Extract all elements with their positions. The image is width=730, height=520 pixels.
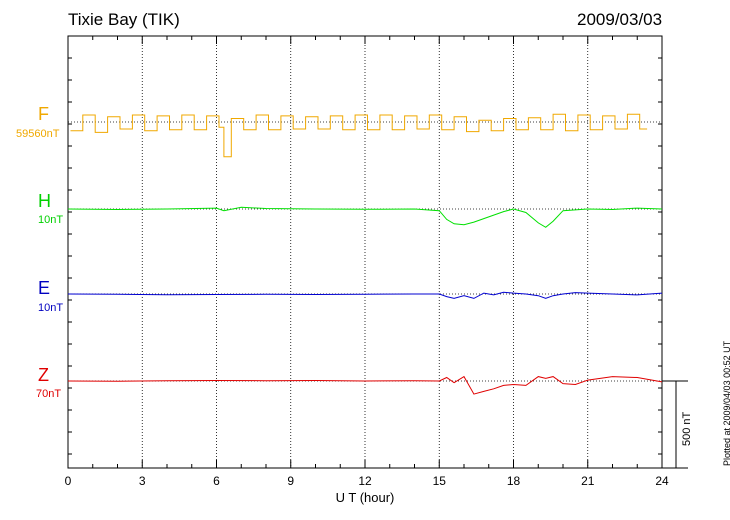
baseline-label-Z: 70nT bbox=[36, 388, 62, 400]
scale-bar-label: 500 nT bbox=[681, 411, 693, 446]
series-line-F bbox=[70, 113, 648, 158]
component-label-Z: Z bbox=[38, 365, 49, 385]
component-label-E: E bbox=[38, 278, 51, 298]
x-tick-label: 21 bbox=[581, 474, 595, 488]
x-tick-label: 0 bbox=[65, 474, 72, 488]
x-tick-label: 9 bbox=[287, 474, 294, 488]
plotted-timestamp: Plotted at 2009/04/03 00:52 UT bbox=[722, 340, 730, 466]
series-line-E bbox=[67, 291, 663, 299]
station-title: Tixie Bay (TIK) bbox=[68, 10, 180, 29]
grid-lines bbox=[68, 36, 662, 468]
axis-ticks: 0 3 6 9 12 15 18 21 24 bbox=[65, 36, 669, 488]
series-traces bbox=[67, 113, 663, 395]
baseline-label-H: 10nT bbox=[38, 214, 64, 226]
x-tick-label: 18 bbox=[507, 474, 521, 488]
component-label-H: H bbox=[38, 191, 51, 211]
series-line-H bbox=[67, 206, 663, 228]
baseline-label-F: 59560nT bbox=[16, 128, 60, 140]
scale-bar bbox=[662, 380, 688, 469]
x-tick-label: 12 bbox=[358, 474, 372, 488]
x-tick-label: 15 bbox=[433, 474, 447, 488]
component-label-F: F bbox=[38, 104, 49, 124]
x-axis-label: U T (hour) bbox=[336, 490, 395, 505]
x-tick-label: 3 bbox=[139, 474, 146, 488]
date-title: 2009/03/03 bbox=[577, 10, 663, 29]
x-tick-label: 24 bbox=[655, 474, 669, 488]
x-tick-label: 6 bbox=[213, 474, 220, 488]
series-line-Z bbox=[67, 375, 663, 395]
baseline-label-E: 10nT bbox=[38, 302, 64, 314]
